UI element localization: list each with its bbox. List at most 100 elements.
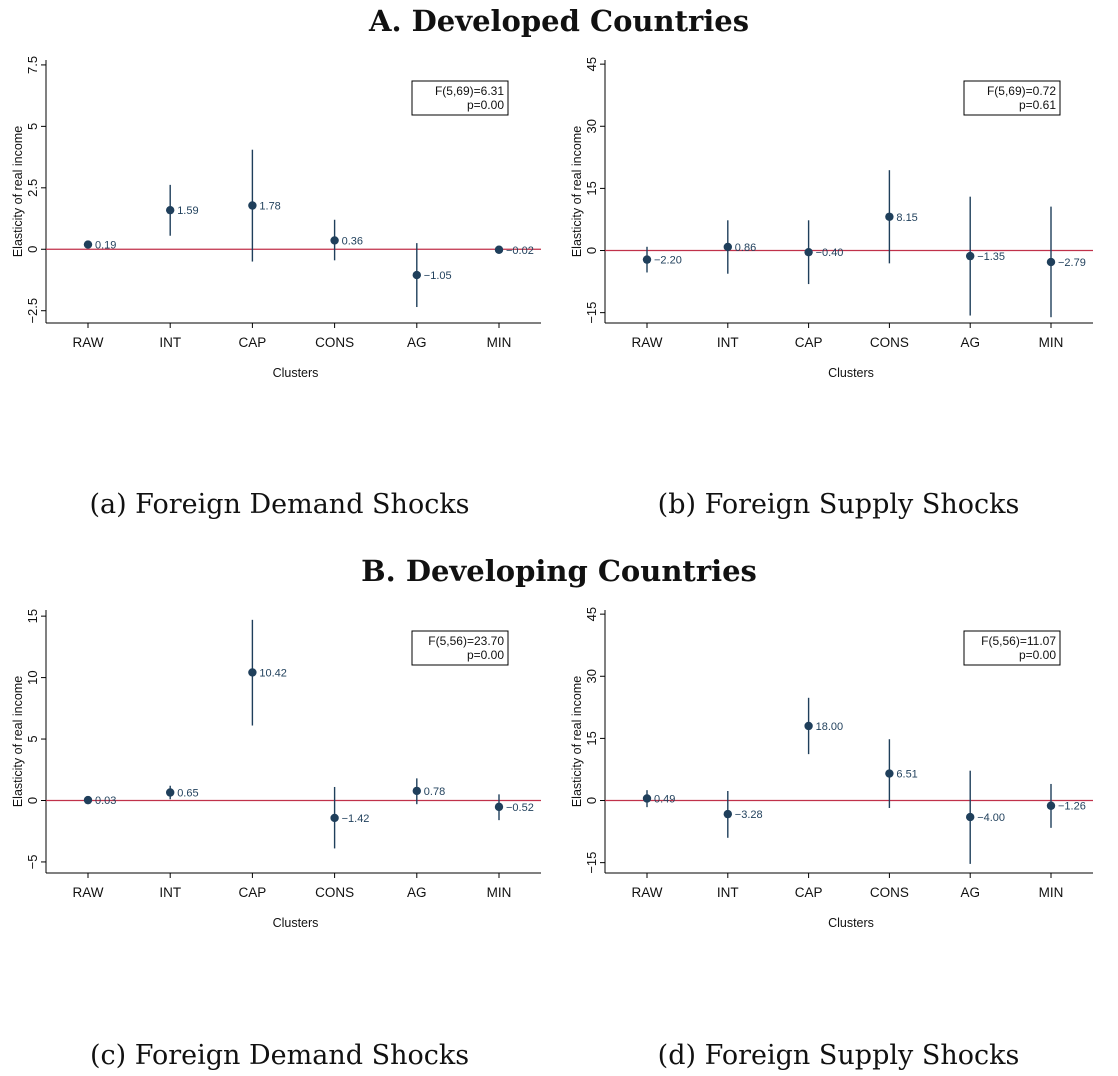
y-axis-label: Elasticity of real income (11, 676, 25, 807)
p-value-label: p=0.00 (1019, 648, 1056, 662)
point-estimate-marker (966, 251, 975, 261)
x-tick-label: CAP (795, 885, 823, 900)
f-statistic-box (411, 630, 509, 666)
point-estimate-marker (966, 812, 975, 822)
x-tick-label: CONS (870, 885, 909, 900)
point-value-label: 1.59 (177, 205, 198, 217)
point-value-label: 0.36 (342, 235, 363, 247)
caption-b: (b) Foreign Supply Shocks (657, 489, 1020, 520)
point-estimate-marker (494, 245, 504, 254)
point-value-label: −2.79 (1058, 257, 1086, 269)
y-tick-label: 10 (25, 670, 40, 684)
y-tick-label: 5 (25, 123, 40, 130)
y-tick-label: −15 (584, 302, 599, 324)
x-tick-label: INT (159, 885, 181, 900)
caption-c: (c) Foreign Demand Shocks (89, 1040, 470, 1071)
point-estimate-marker (330, 236, 339, 245)
section-title-developed: A. Developed Countries (368, 4, 750, 38)
y-tick-label: 0 (25, 797, 40, 804)
p-value-label: p=0.00 (467, 98, 504, 112)
point-value-label: 8.15 (896, 212, 917, 224)
chart-panel-a: −2.5 0 2.5 5 7.5 Elasticity of real income RAW… (11, 56, 541, 380)
x-tick-label: CONS (315, 885, 354, 900)
point-estimate-marker (1046, 801, 1056, 810)
point-value-label: −4.00 (977, 812, 1005, 824)
point-value-label: 0.19 (95, 240, 116, 252)
y-tick-label: 45 (584, 57, 599, 71)
y-axis-label: Elasticity of real income (570, 126, 584, 257)
y-tick-label: 30 (584, 669, 599, 683)
point-value-label: −0.52 (506, 802, 534, 814)
point-estimate-marker (723, 809, 732, 819)
y-tick-label: 0 (584, 797, 599, 804)
point-value-label: −1.42 (342, 813, 370, 825)
point-estimate-marker (330, 813, 339, 823)
p-value-label: p=0.61 (1019, 98, 1056, 112)
x-tick-label: CAP (795, 335, 823, 350)
x-tick-label: AG (960, 335, 980, 350)
point-value-label: 1.78 (259, 201, 280, 213)
point-estimate-marker (885, 769, 894, 778)
y-tick-label: 15 (584, 181, 599, 195)
x-tick-label: RAW (632, 885, 663, 900)
f-statistic-label: F(5,69)=0.72 (987, 84, 1056, 98)
x-tick-label: AG (960, 885, 980, 900)
x-axis-label: Clusters (273, 366, 319, 380)
x-tick-label: MIN (1039, 335, 1064, 350)
x-tick-label: AG (407, 885, 427, 900)
point-estimate-marker (412, 270, 421, 280)
chart-panel-d: −15 0 15 30 45 Elasticity of real income RAW IN… (570, 607, 1093, 930)
f-statistic-box (411, 80, 509, 116)
y-tick-label: 15 (25, 609, 40, 623)
x-tick-label: AG (407, 335, 427, 350)
point-estimate-marker (248, 668, 257, 677)
caption-a: (a) Foreign Demand Shocks (89, 489, 470, 520)
chart-panel-c: −5 0 5 10 15 Elasticity of real income RAW INT C… (11, 609, 541, 930)
point-value-label: 10.42 (259, 667, 287, 679)
x-tick-label: INT (159, 335, 181, 350)
point-value-label: −0.02 (506, 245, 534, 257)
x-tick-label: RAW (73, 335, 104, 350)
x-tick-label: CONS (870, 335, 909, 350)
y-tick-label: −2.5 (25, 298, 40, 324)
point-value-label: 18.00 (816, 721, 844, 733)
point-value-label: 6.51 (896, 769, 917, 781)
x-tick-label: MIN (1039, 885, 1064, 900)
y-tick-label: 0 (25, 246, 40, 253)
x-tick-label: INT (717, 335, 739, 350)
y-tick-label: 30 (584, 119, 599, 133)
f-statistic-label: F(5,56)=23.70 (428, 634, 504, 648)
y-axis-label: Elasticity of real income (11, 126, 25, 257)
y-axis-label: Elasticity of real income (570, 676, 584, 807)
point-estimate-marker (166, 788, 175, 797)
point-estimate-marker (412, 786, 421, 796)
point-value-label: 0.78 (424, 786, 445, 798)
x-tick-label: CAP (239, 335, 267, 350)
section-title-developing: B. Developing Countries (361, 554, 757, 588)
point-estimate-marker (723, 242, 732, 252)
point-estimate-marker (166, 205, 175, 215)
point-estimate-marker (885, 212, 894, 221)
chart-panel-b: −15 0 15 30 45 Elasticity of real income RAW IN… (570, 57, 1093, 380)
x-axis-label: Clusters (273, 916, 319, 930)
point-value-label: 0.49 (654, 793, 675, 805)
point-estimate-marker (642, 255, 652, 264)
y-tick-label: −5 (25, 855, 40, 870)
y-tick-label: 5 (25, 735, 40, 742)
point-value-label: −2.20 (654, 255, 682, 267)
x-tick-label: CAP (239, 885, 267, 900)
x-tick-label: RAW (73, 885, 104, 900)
point-value-label: −3.28 (735, 809, 763, 821)
f-statistic-label: F(5,69)=6.31 (435, 84, 504, 98)
y-tick-label: 15 (584, 731, 599, 745)
x-tick-label: CONS (315, 335, 354, 350)
point-estimate-marker (494, 802, 504, 812)
y-tick-label: 2.5 (25, 179, 40, 197)
y-tick-label: 7.5 (25, 56, 40, 74)
point-value-label: −1.05 (424, 270, 452, 282)
caption-d: (d) Foreign Supply Shocks (657, 1040, 1020, 1071)
point-value-label: −0.40 (816, 247, 844, 259)
y-tick-label: 0 (584, 247, 599, 254)
point-estimate-marker (804, 247, 813, 257)
x-tick-label: INT (717, 885, 739, 900)
